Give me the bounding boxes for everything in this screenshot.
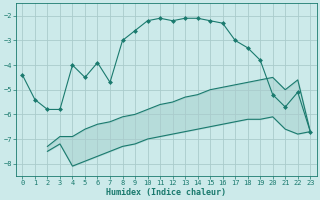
X-axis label: Humidex (Indice chaleur): Humidex (Indice chaleur): [106, 188, 226, 197]
